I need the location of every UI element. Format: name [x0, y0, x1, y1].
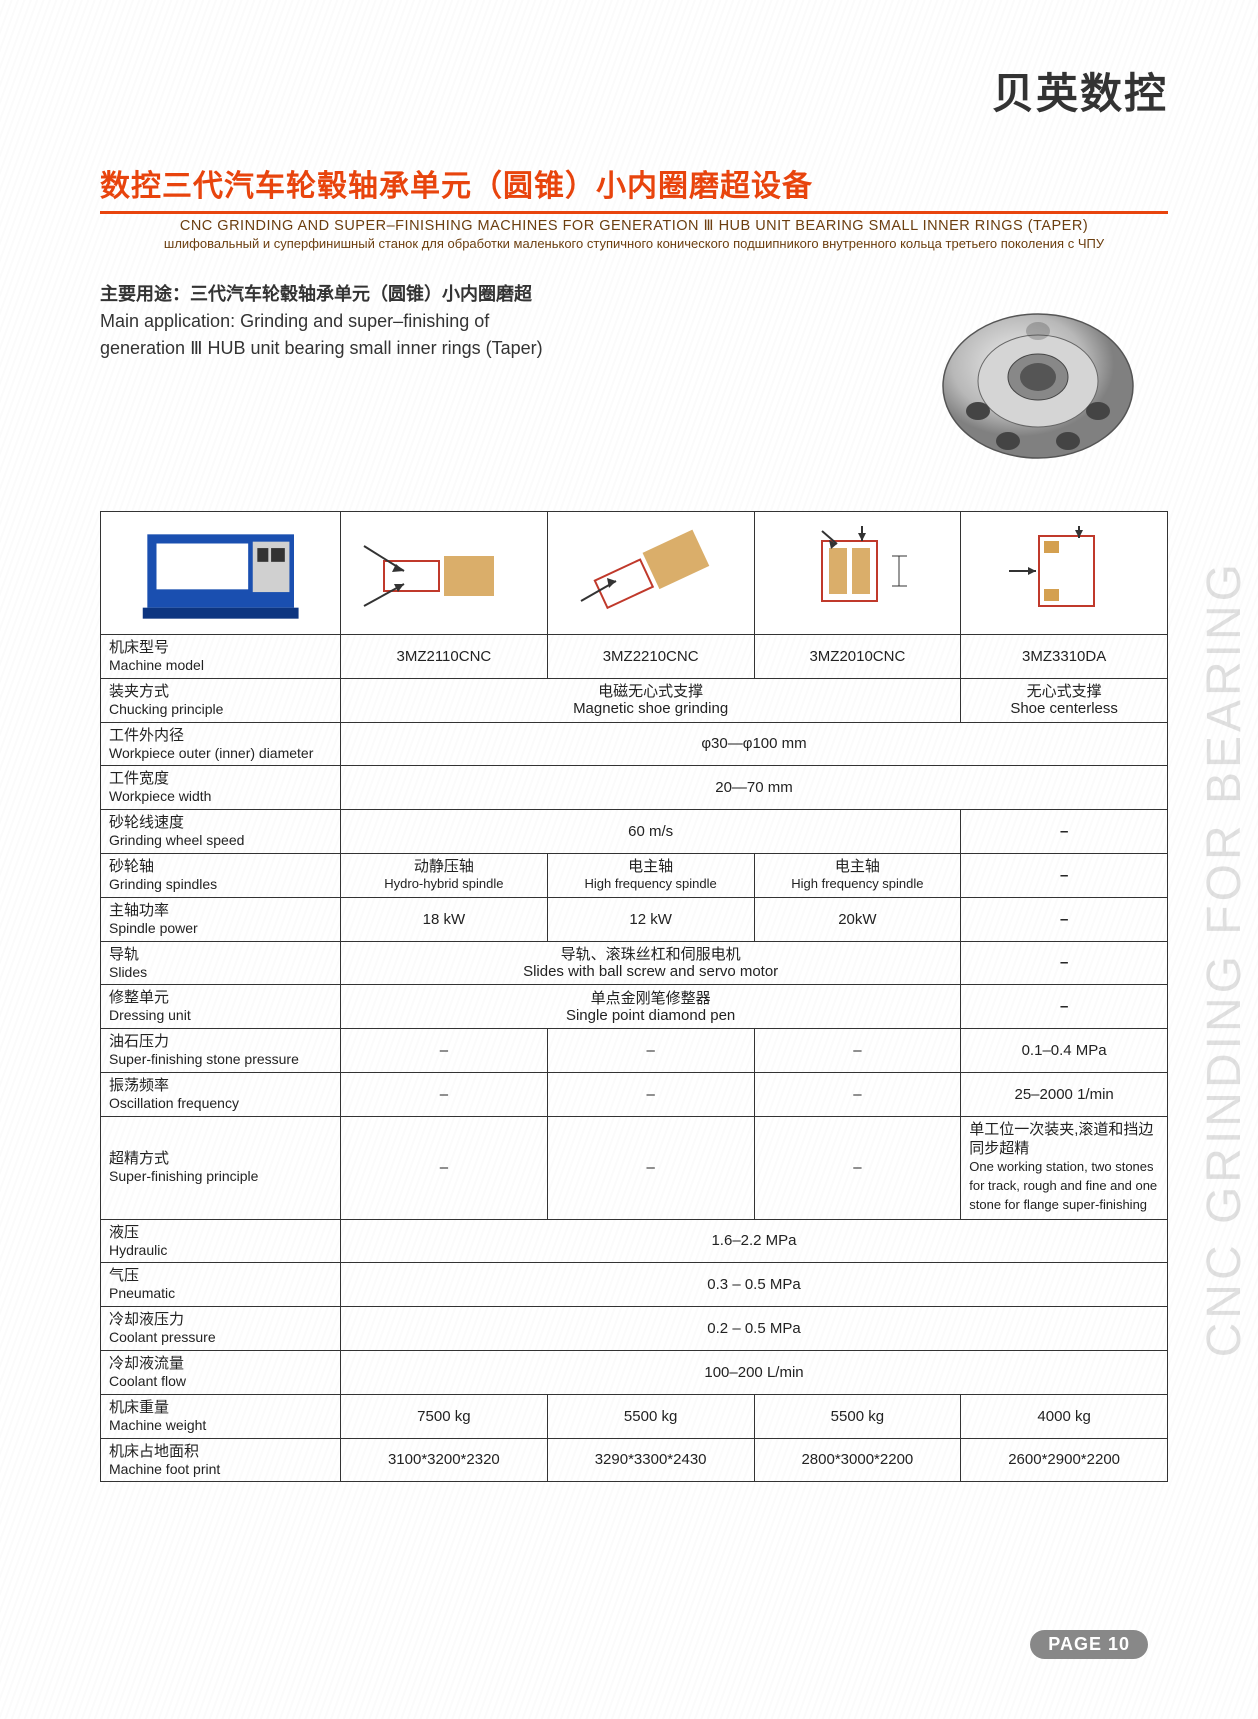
row-chucking: 装夹方式Chucking principle 电磁无心式支撑Magnetic s…	[101, 678, 1168, 722]
row-diameter: 工件外内径Workpiece outer (inner) diameter φ3…	[101, 722, 1168, 766]
diagram-4	[961, 512, 1168, 635]
application-en-line2: generation Ⅲ HUB unit bearing small inne…	[100, 335, 878, 362]
grinding-diagram-icon	[561, 516, 741, 626]
row-dressing: 修整单元Dressing unit 单点金刚笔修整器Single point d…	[101, 985, 1168, 1029]
page: 贝英数控 数控三代汽车轮毂轴承单元（圆锥）小内圈磨超设备 CNC GRINDIN…	[0, 0, 1258, 1719]
grinding-diagram-icon	[767, 516, 947, 626]
row-power: 主轴功率Spindle power 18 kW 12 kW 20kW –	[101, 897, 1168, 941]
table-image-row	[101, 512, 1168, 635]
hub-bearing-illustration	[908, 281, 1168, 481]
hub-bearing-icon	[923, 291, 1153, 471]
grinding-diagram-icon	[354, 516, 534, 626]
row-machine-model: 机床型号Machine model 3MZ2110CNC 3MZ2210CNC …	[101, 635, 1168, 679]
row-oscillation: 振荡频率Oscillation frequency – – – 25–2000 …	[101, 1072, 1168, 1116]
row-super-principle: 超精方式Super-finishing principle – – – 单工位一…	[101, 1116, 1168, 1219]
row-slides: 导轨Slides 导轨、滚珠丝杠和伺服电机Slides with ball sc…	[101, 941, 1168, 985]
grinding-diagram-icon	[974, 516, 1154, 626]
application-cn: 主要用途：三代汽车轮毂轴承单元（圆锥）小内圈磨超	[100, 281, 878, 308]
spec-table: 机床型号Machine model 3MZ2110CNC 3MZ2210CNC …	[100, 511, 1168, 1482]
title-chinese: 数控三代汽车轮毂轴承单元（圆锥）小内圈磨超设备	[100, 161, 1168, 214]
row-coolant-flow: 冷却液流量Coolant flow 100–200 L/min	[101, 1350, 1168, 1394]
title-block: 数控三代汽车轮毂轴承单元（圆锥）小内圈磨超设备 CNC GRINDING AND…	[100, 161, 1168, 251]
row-footprint: 机床占地面积Machine foot print 3100*3200*2320 …	[101, 1438, 1168, 1482]
row-wheel-speed: 砂轮线速度Grinding wheel speed 60 m/s –	[101, 810, 1168, 854]
title-russian: шлифовальный и суперфинишный станок для …	[100, 236, 1168, 251]
application-text: 主要用途：三代汽车轮毂轴承单元（圆锥）小内圈磨超 Main applicatio…	[100, 281, 878, 362]
title-english: CNC GRINDING AND SUPER–FINISHING MACHINE…	[100, 218, 1168, 234]
row-weight: 机床重量Machine weight 7500 kg 5500 kg 5500 …	[101, 1394, 1168, 1438]
row-coolant-pressure: 冷却液压力Coolant pressure 0.2 – 0.5 MPa	[101, 1307, 1168, 1351]
row-width: 工件宽度Workpiece width 20—70 mm	[101, 766, 1168, 810]
row-pneumatic: 气压Pneumatic 0.3 – 0.5 MPa	[101, 1263, 1168, 1307]
page-number-badge: PAGE 10	[1030, 1630, 1148, 1659]
row-spindles: 砂轮轴Grinding spindles 动静压轴Hydro-hybrid sp…	[101, 853, 1168, 897]
diagram-1	[341, 512, 548, 635]
application-row: 主要用途：三代汽车轮毂轴承单元（圆锥）小内圈磨超 Main applicatio…	[100, 281, 1168, 481]
diagram-2	[547, 512, 754, 635]
vertical-side-text: CNC GRINDING FOR BEARING	[1197, 560, 1252, 1357]
row-stone-pressure: 油石压力Super-finishing stone pressure – – –…	[101, 1029, 1168, 1073]
machine-photo-cell	[101, 512, 341, 635]
row-hydraulic: 液压Hydraulic 1.6–2.2 MPa	[101, 1219, 1168, 1263]
cnc-machine-icon	[129, 516, 312, 626]
brand-name: 贝英数控	[100, 60, 1168, 121]
diagram-3	[754, 512, 961, 635]
application-en-line1: Main application: Grinding and super–fin…	[100, 308, 878, 335]
